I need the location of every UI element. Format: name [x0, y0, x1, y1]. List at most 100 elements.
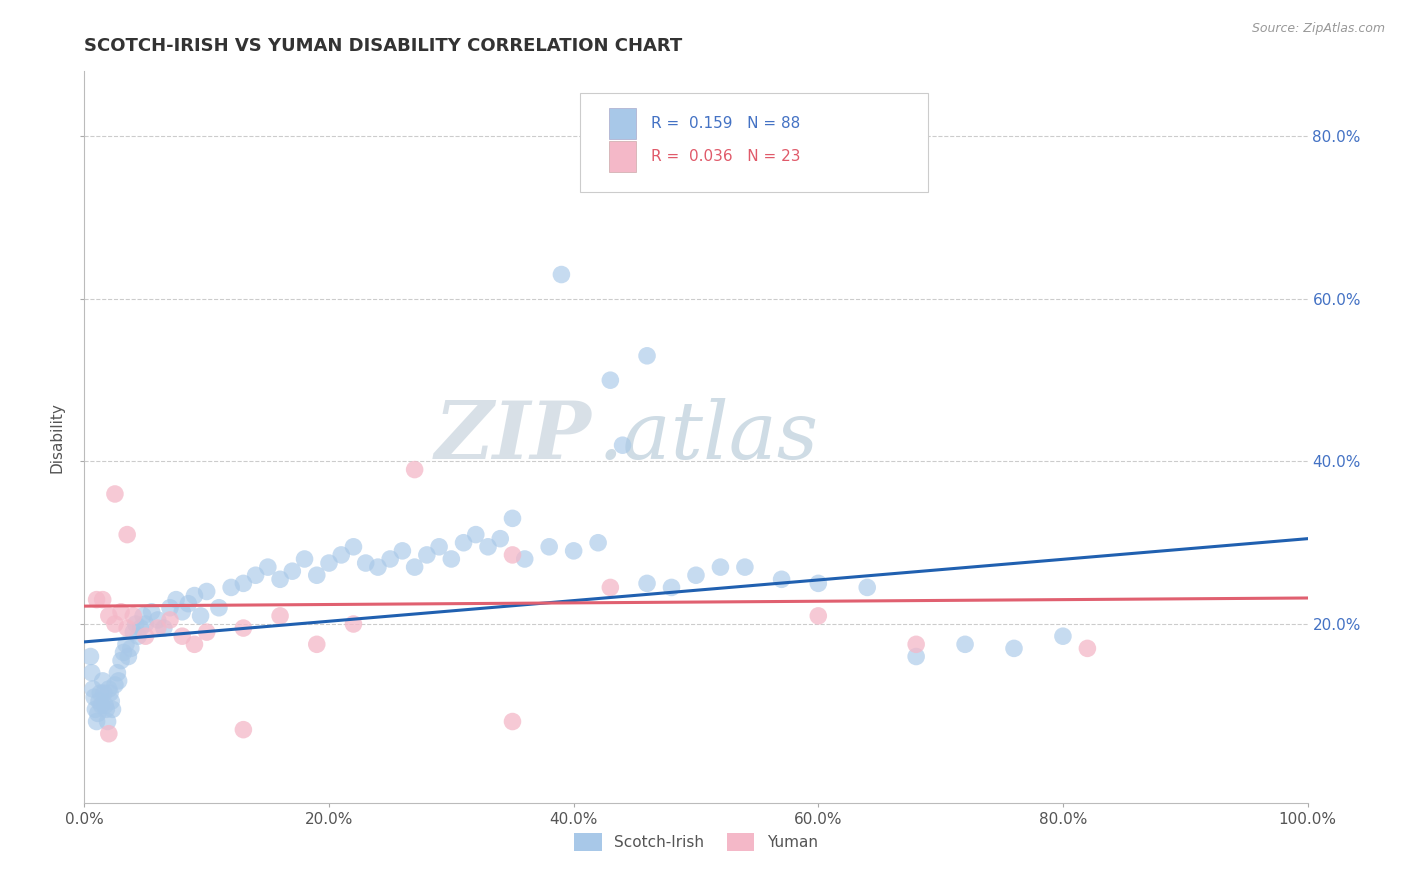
Point	[135, 629, 157, 643]
Point	[404, 560, 426, 574]
Point	[87, 706, 110, 721]
Point	[93, 686, 115, 700]
Point	[404, 462, 426, 476]
Point	[342, 540, 364, 554]
Point	[97, 681, 120, 696]
FancyBboxPatch shape	[579, 94, 928, 192]
Text: Source: ZipAtlas.com: Source: ZipAtlas.com	[1251, 22, 1385, 36]
Point	[807, 576, 830, 591]
Y-axis label: Disability: Disability	[49, 401, 65, 473]
Point	[427, 540, 450, 554]
Point	[83, 690, 105, 705]
Point	[685, 568, 707, 582]
Point	[115, 637, 138, 651]
Point	[79, 649, 101, 664]
Point	[80, 665, 103, 680]
Point	[380, 552, 402, 566]
Text: .atlas: .atlas	[598, 399, 820, 475]
Point	[636, 349, 658, 363]
Point	[219, 581, 242, 595]
Point	[127, 629, 149, 643]
Point	[391, 544, 413, 558]
Point	[305, 568, 328, 582]
Point	[330, 548, 353, 562]
Point	[453, 535, 475, 549]
Point	[612, 438, 634, 452]
Point	[122, 608, 145, 623]
Point	[905, 637, 928, 651]
Point	[141, 605, 163, 619]
Point	[294, 552, 316, 566]
Text: R =  0.036   N = 23: R = 0.036 N = 23	[651, 149, 800, 164]
Point	[538, 540, 561, 554]
Point	[636, 576, 658, 591]
Point	[82, 681, 104, 696]
Point	[86, 714, 108, 729]
Point	[84, 702, 107, 716]
Point	[477, 540, 499, 554]
Point	[232, 576, 254, 591]
Point	[87, 694, 110, 708]
Point	[110, 654, 132, 668]
Point	[115, 527, 138, 541]
Point	[177, 597, 200, 611]
Point	[856, 581, 879, 595]
Point	[159, 600, 181, 615]
Text: SCOTCH-IRISH VS YUMAN DISABILITY CORRELATION CHART: SCOTCH-IRISH VS YUMAN DISABILITY CORRELA…	[84, 37, 682, 54]
Point	[502, 511, 524, 525]
Point	[342, 617, 364, 632]
Point	[89, 686, 111, 700]
Point	[195, 625, 218, 640]
Point	[905, 649, 928, 664]
Point	[96, 702, 118, 716]
Point	[86, 592, 108, 607]
Point	[281, 564, 304, 578]
Point	[190, 608, 212, 623]
Point	[953, 637, 976, 651]
Point	[104, 678, 127, 692]
Point	[104, 487, 127, 501]
Point	[97, 714, 120, 729]
Point	[122, 625, 145, 640]
Point	[502, 548, 524, 562]
Point	[100, 694, 122, 708]
Point	[1052, 629, 1074, 643]
Point	[208, 600, 231, 615]
Point	[269, 608, 291, 623]
Point	[153, 621, 176, 635]
Point	[550, 268, 572, 282]
Point	[489, 532, 512, 546]
FancyBboxPatch shape	[609, 141, 636, 171]
Point	[232, 723, 254, 737]
Point	[165, 592, 187, 607]
Point	[97, 608, 120, 623]
Point	[135, 617, 157, 632]
Point	[110, 605, 132, 619]
Point	[112, 645, 135, 659]
Point	[661, 581, 683, 595]
Point	[305, 637, 328, 651]
Point	[172, 605, 194, 619]
Point	[770, 572, 793, 586]
Point	[367, 560, 389, 574]
Point	[107, 673, 129, 688]
Legend: Scotch-Irish, Yuman: Scotch-Irish, Yuman	[568, 827, 824, 857]
Point	[183, 589, 205, 603]
Point	[257, 560, 280, 574]
Point	[502, 714, 524, 729]
Point	[232, 621, 254, 635]
Point	[94, 698, 117, 713]
Text: R =  0.159   N = 88: R = 0.159 N = 88	[651, 116, 800, 131]
Point	[318, 556, 340, 570]
Point	[117, 649, 139, 664]
Point	[269, 572, 291, 586]
Point	[709, 560, 731, 574]
Point	[91, 673, 114, 688]
Point	[440, 552, 463, 566]
Point	[599, 373, 621, 387]
Point	[129, 621, 152, 635]
Point	[90, 698, 112, 713]
Point	[1002, 641, 1025, 656]
Point	[464, 527, 486, 541]
Point	[115, 621, 138, 635]
